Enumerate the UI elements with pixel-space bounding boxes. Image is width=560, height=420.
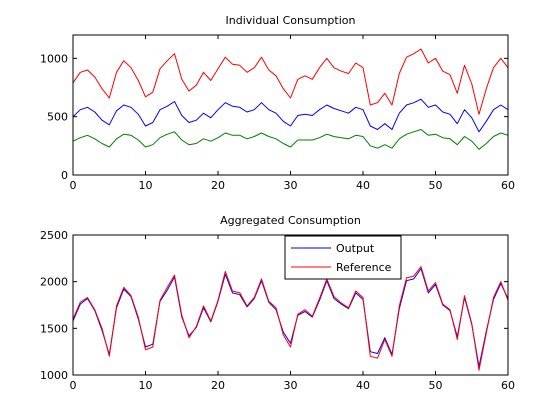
x-tick-label: 40 [356,379,370,392]
chart-title: Aggregated Consumption [220,214,361,227]
legend: Output Reference [284,235,402,280]
series-line-2 [73,129,508,150]
y-tick-label: 2500 [40,229,68,242]
series-line-reference [73,266,508,371]
legend-label-reference: Reference [336,261,392,274]
x-tick-label: 60 [501,179,515,192]
plot-area [73,35,508,175]
x-tick-label: 0 [70,379,77,392]
x-tick-label: 50 [429,379,443,392]
y-tick-label: 1500 [40,322,68,335]
chart-title: Individual Consumption [226,14,356,27]
legend-label-output: Output [336,242,375,255]
y-tick-label: 2000 [40,276,68,289]
individual-consumption-chart: Individual Consumption 0 10 20 30 40 50 60 0 500 1… [40,14,515,192]
x-tick-label: 20 [211,379,225,392]
y-tick-label: 500 [47,111,68,124]
y-tick-label: 0 [61,169,68,182]
series-line-1 [73,98,508,133]
x-tick-label: 60 [501,379,515,392]
x-tick-label: 30 [284,379,298,392]
series-line-output [73,268,508,368]
aggregated-consumption-chart: Aggregated Consumption 0 10 20 30 40 50 60 1000 1… [40,214,515,392]
x-tick-label: 50 [429,179,443,192]
x-tick-label: 20 [211,179,225,192]
y-tick-label: 1000 [40,369,68,382]
y-tick-label: 1000 [40,52,68,65]
x-tick-label: 0 [70,179,77,192]
series-group [73,266,508,371]
legend-box [284,235,402,280]
x-tick-label: 10 [139,179,153,192]
series-line-0 [73,48,508,115]
series-group [73,48,508,150]
x-tick-label: 10 [139,379,153,392]
x-tick-label: 30 [284,179,298,192]
x-tick-label: 40 [356,179,370,192]
